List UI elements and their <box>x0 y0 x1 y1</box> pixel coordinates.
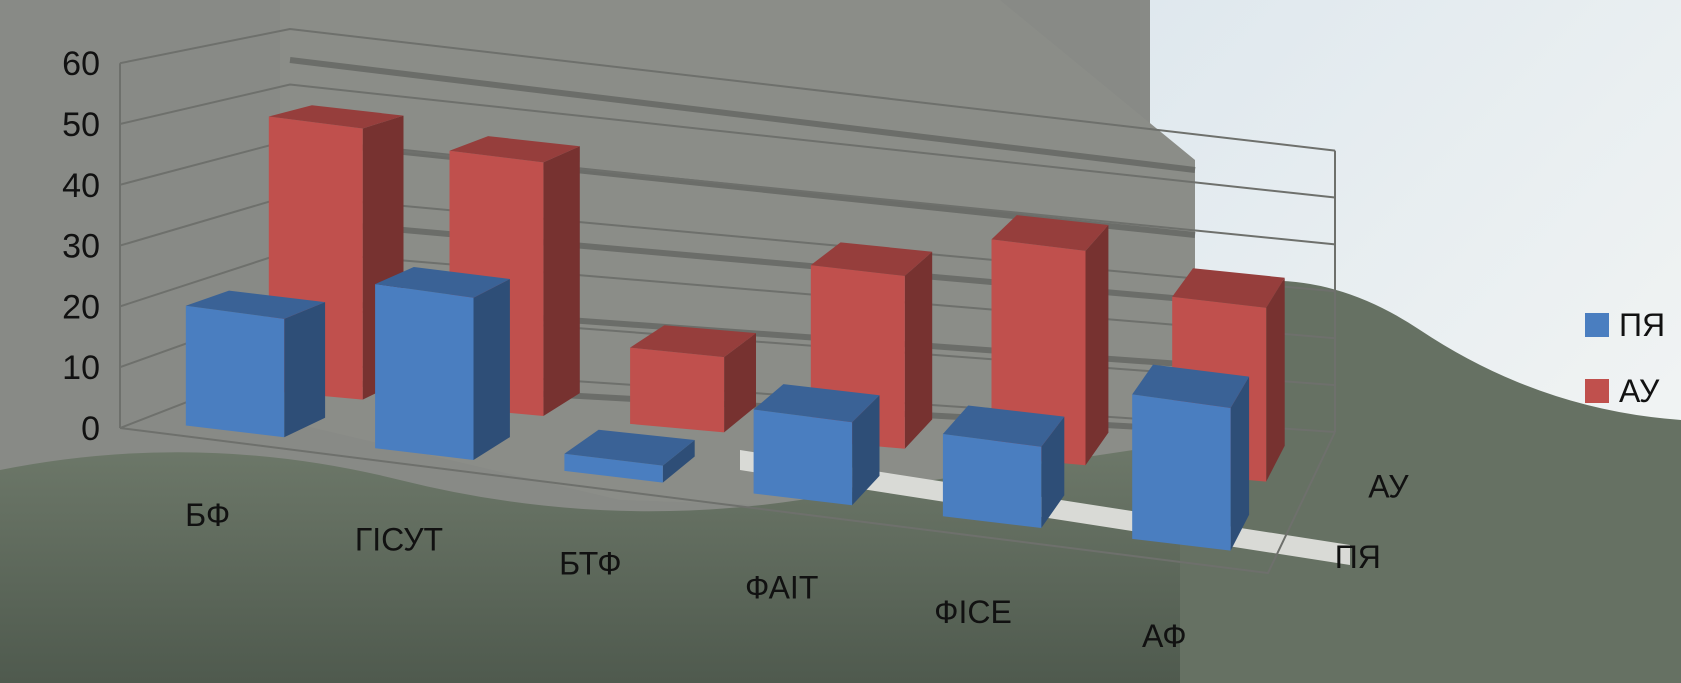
bar <box>185 290 326 438</box>
bar-front-face <box>1132 394 1231 551</box>
legend-item-front: ПЯ <box>1585 305 1665 345</box>
x-tick-label: ГІСУТ <box>355 521 443 557</box>
bar-series <box>185 105 1285 551</box>
axis-labels: 0 10 20 30 40 50 60 БФ ГІСУТ БТФ ФАІТ ФІСЕ АФ ПЯ АУ <box>62 45 1409 654</box>
bar-top-face <box>810 242 933 276</box>
grid-lines <box>119 27 1336 575</box>
legend-swatch-back <box>1585 379 1609 403</box>
bar-top-face <box>753 384 880 423</box>
bar-top-face <box>942 405 1065 447</box>
bar-front-face <box>991 239 1086 466</box>
bar-front-face <box>375 284 474 460</box>
y-tick-label: 50 <box>62 106 100 144</box>
bar-top-face <box>375 267 510 298</box>
depth-tick-label: ПЯ <box>1335 539 1381 575</box>
bar-side-face <box>1085 225 1109 466</box>
legend: ПЯ АУ <box>1585 305 1665 437</box>
bar-side-face <box>724 333 756 433</box>
bar-front-face <box>564 453 663 483</box>
floor-edge <box>119 427 1336 575</box>
bar-side-face <box>904 251 933 449</box>
bar-top-face <box>564 429 695 466</box>
y-tick-label: 60 <box>62 45 100 83</box>
bar-top-face <box>630 325 756 358</box>
bar <box>1132 364 1250 551</box>
y-tick-label: 40 <box>62 167 100 205</box>
bar <box>991 215 1109 466</box>
bar <box>942 405 1065 528</box>
bar-top-face <box>991 215 1109 251</box>
bar <box>375 267 510 460</box>
gridline <box>119 27 1336 152</box>
x-tick-label: БФ <box>185 497 230 533</box>
x-tick-label: АФ <box>1142 618 1187 654</box>
bar-side-face <box>1041 416 1065 528</box>
bar-side-face <box>284 302 326 438</box>
bar-front-face <box>942 434 1042 528</box>
bar <box>564 429 695 483</box>
y-tick-label: 10 <box>62 349 100 387</box>
bar-side-face <box>1266 277 1285 482</box>
legend-label-back: АУ <box>1619 372 1660 409</box>
y-tick-label: 20 <box>62 288 100 326</box>
bar <box>753 384 880 506</box>
bar-side-face <box>852 395 880 506</box>
bar-side-face <box>473 279 510 460</box>
bar-top-face <box>268 105 404 129</box>
bar-side-face <box>1230 376 1250 551</box>
bar-top-face <box>1172 268 1285 308</box>
bar-front-face <box>630 347 725 433</box>
bar <box>630 325 756 433</box>
bar-top-face <box>1132 364 1250 408</box>
x-tick-label: ФАІТ <box>745 570 818 606</box>
bar-top-face <box>449 136 580 163</box>
depth-tick-label: АУ <box>1368 468 1409 504</box>
y-tick-label: 30 <box>62 228 100 266</box>
bar-side-face <box>662 440 695 483</box>
bar-side-face <box>543 146 580 417</box>
bar-front-face <box>185 305 285 438</box>
x-tick-label: БТФ <box>559 545 621 581</box>
x-tick-label: ФІСЕ <box>934 594 1012 630</box>
legend-swatch-front <box>1585 313 1609 337</box>
bar-top-face <box>185 290 326 319</box>
y-tick-label: 0 <box>81 410 100 448</box>
bar-front-face <box>753 409 853 506</box>
gridline <box>119 83 1336 199</box>
legend-item-back: АУ <box>1585 371 1665 411</box>
legend-label-front: ПЯ <box>1619 306 1666 343</box>
